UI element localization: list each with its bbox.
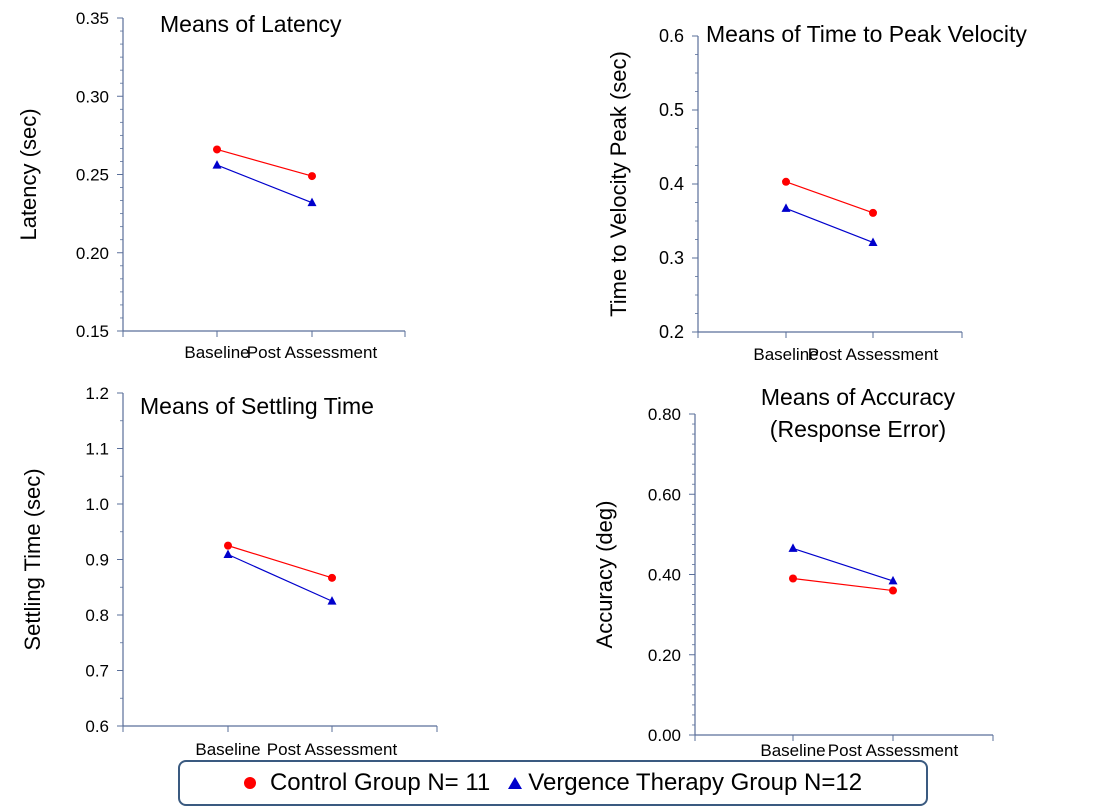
x-tick-label: Post Assessment — [808, 345, 939, 364]
legend-marker-triangle — [508, 777, 523, 789]
legend: Control Group N= 11 Vergence Therapy Gro… — [178, 760, 928, 806]
y-tick-label: 0.6 — [659, 26, 684, 46]
data-point-control — [328, 573, 336, 582]
y-axis-label: Time to Velocity Peak (sec) — [606, 51, 631, 317]
y-tick-label: 0.20 — [648, 646, 681, 665]
data-point-control — [224, 541, 232, 550]
legend-item-control: Control Group N= 11 — [243, 769, 491, 797]
data-point-control — [213, 145, 221, 154]
y-tick-label: 0.20 — [76, 244, 109, 263]
y-tick-label: 0.3 — [659, 248, 684, 268]
x-tick-label: Post Assessment — [267, 740, 398, 759]
data-point-vergence — [223, 549, 233, 559]
y-tick-label: 0.15 — [76, 322, 109, 341]
x-tick-label: Post Assessment — [828, 741, 959, 760]
y-tick-label: 0.6 — [85, 717, 109, 736]
data-point-control — [789, 574, 797, 583]
data-point-control — [889, 586, 897, 595]
series-line-control — [216, 148, 313, 177]
legend-item-vergence: Vergence Therapy Group N=12 — [508, 769, 862, 797]
chart-title: Means of Time to Peak Velocity — [706, 21, 1027, 47]
y-tick-label: 1.2 — [85, 384, 109, 403]
data-point-vergence — [327, 596, 337, 605]
y-tick-label: 1.1 — [85, 440, 109, 459]
data-point-vergence — [212, 160, 222, 169]
data-point-vergence — [307, 197, 317, 207]
data-point-control — [308, 172, 316, 181]
series-line-control — [785, 181, 874, 214]
y-tick-label: 0.7 — [85, 662, 109, 681]
y-axis-label: Latency (sec) — [16, 108, 41, 240]
y-tick-label: 0.9 — [85, 551, 109, 570]
series-line-vergence — [216, 164, 313, 204]
data-point-vergence — [888, 575, 898, 585]
y-axis-label: Settling Time (sec) — [20, 468, 45, 650]
series-line-vergence — [792, 547, 894, 582]
y-tick-label: 0.40 — [648, 566, 681, 585]
data-point-vergence — [788, 543, 798, 552]
x-tick-label: Baseline — [760, 741, 825, 760]
chart-title: (Response Error) — [770, 416, 946, 442]
x-tick-label: Baseline — [184, 343, 249, 362]
y-tick-label: 0.00 — [648, 726, 681, 745]
chart-4: 0.00 0.20 0.40 0.60 0.80 Baseline Post Assessm… — [592, 384, 994, 760]
data-point-vergence — [868, 237, 878, 246]
chart-title: Means of Latency — [160, 11, 342, 37]
y-tick-label: 0.35 — [76, 9, 109, 28]
legend-label-vergence: Vergence Therapy Group N=12 — [528, 769, 863, 796]
data-point-vergence — [781, 203, 791, 212]
y-tick-label: 0.80 — [648, 405, 681, 424]
series-line-control — [227, 545, 333, 579]
y-axis-label: Accuracy (deg) — [592, 501, 617, 649]
x-tick-label: Baseline — [195, 740, 260, 759]
series-line-vergence — [785, 207, 874, 244]
y-tick-label: 0.25 — [76, 166, 109, 185]
legend-label-control: Control Group N= 11 — [269, 769, 491, 796]
data-point-control — [782, 177, 790, 186]
legend-marker-circle — [243, 777, 256, 789]
y-tick-label: 0.30 — [76, 87, 109, 106]
x-tick-label: Post Assessment — [247, 343, 378, 362]
y-tick-label: 0.2 — [659, 322, 684, 342]
y-tick-label: 0.8 — [85, 606, 109, 625]
y-tick-label: 0.60 — [648, 485, 681, 504]
chart-title: Means of Accuracy — [761, 384, 956, 410]
series-line-control — [792, 577, 894, 592]
y-tick-label: 1.0 — [85, 495, 109, 514]
y-tick-label: 0.5 — [659, 100, 684, 120]
chart-3: 0.6 0.7 0.8 0.9 1.0 1.1 1.2 Baseline Post Assess… — [20, 384, 438, 759]
y-tick-label: 0.4 — [659, 174, 684, 194]
series-line-vergence — [227, 553, 333, 602]
data-point-control — [869, 208, 877, 217]
x-tick-label: Baseline — [753, 345, 818, 364]
chart-title: Means of Settling Time — [140, 393, 374, 419]
